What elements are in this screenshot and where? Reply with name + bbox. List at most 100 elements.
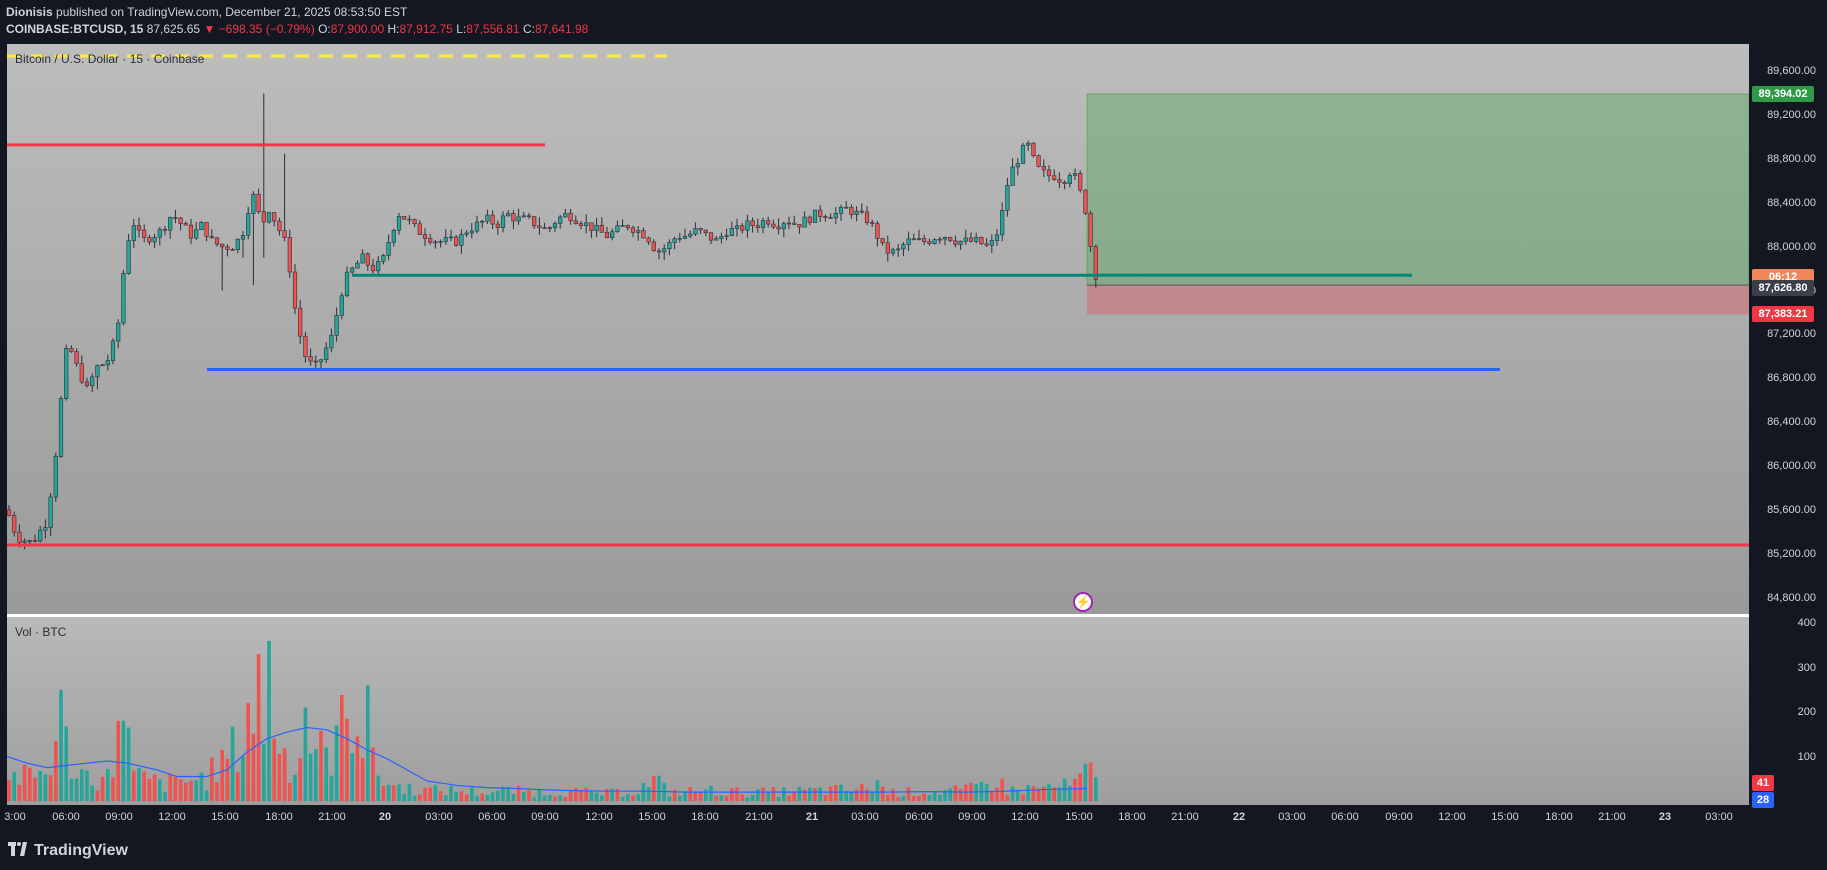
candle-body	[870, 222, 875, 224]
candle-body	[532, 216, 537, 227]
candle-body	[183, 223, 188, 226]
volume-bar	[740, 794, 744, 801]
candle-body	[807, 216, 812, 223]
pane-divider[interactable]	[7, 614, 1749, 617]
candle-body	[911, 238, 916, 241]
candle-body	[838, 206, 844, 214]
candle-body	[610, 231, 615, 239]
price-tick-label: 88,000.00	[1767, 240, 1816, 253]
candle-body	[131, 225, 136, 241]
price-axis[interactable]: 89,600.00 89,200.00 88,800.00 88,400.00 88,0…	[1749, 44, 1827, 614]
volume-bar	[626, 794, 630, 801]
volume-bar	[163, 791, 167, 801]
volume-bar	[953, 785, 958, 801]
volume-bar	[558, 795, 562, 801]
volume-bar	[433, 784, 438, 801]
candle-body	[958, 240, 963, 245]
volume-bar	[1010, 786, 1015, 801]
volume-bar	[1005, 795, 1010, 801]
volume-bar	[444, 795, 448, 801]
price-pane[interactable]: Bitcoin / U.S. Dollar · 15 · Coinbase	[7, 44, 1749, 614]
price-pane-title: Bitcoin / U.S. Dollar · 15 · Coinbase	[15, 52, 205, 66]
time-tick-label: 18:00	[265, 811, 293, 823]
volume-bar	[407, 783, 412, 801]
candle-body	[329, 334, 334, 349]
candle-body	[994, 234, 1000, 241]
lightning-event-icon[interactable]: ⚡	[1073, 592, 1093, 612]
volume-pane-title: Vol · BTC	[15, 625, 67, 639]
volume-bar	[210, 757, 214, 801]
volume-bar	[1078, 773, 1082, 801]
candle-body	[454, 236, 459, 246]
volume-bar	[241, 756, 245, 801]
tradingview-logo[interactable]: TradingView	[8, 842, 128, 860]
volume-bar	[615, 788, 620, 801]
volume-bar	[178, 779, 183, 801]
volume-bar	[12, 771, 16, 801]
candle-body	[1083, 189, 1088, 214]
volume-bar	[69, 778, 74, 801]
volume-axis[interactable]: 400 300 200 100 41 28	[1749, 617, 1827, 808]
candle-body	[407, 218, 412, 221]
volume-bar	[620, 796, 625, 801]
last-price: 87,625.65	[146, 22, 201, 36]
candle-body	[480, 220, 485, 223]
volume-bar	[236, 772, 240, 801]
price-chart-svg[interactable]	[7, 44, 1749, 614]
volume-bar	[548, 794, 552, 801]
volume-tag: 28	[1752, 791, 1774, 808]
volume-pane[interactable]: Vol · BTC	[7, 617, 1749, 805]
volume-bar	[106, 769, 110, 801]
candle-body	[516, 216, 521, 222]
candle-body	[225, 246, 230, 250]
volume-chart-svg[interactable]	[7, 617, 1749, 805]
volume-bar	[802, 789, 807, 801]
candle-body	[152, 236, 157, 243]
candle-body	[1020, 144, 1026, 164]
candle-body	[537, 225, 542, 228]
candle-body	[766, 220, 771, 225]
time-axis[interactable]: 3:00 06:00 09:00 12:00 15:00 18:00 21:00 20 03:0…	[0, 805, 1749, 833]
volume-bar	[173, 775, 178, 801]
footer: TradingView	[0, 833, 1827, 870]
open-label: O:	[318, 22, 331, 36]
candle-body	[308, 356, 313, 362]
volume-bar	[1000, 778, 1004, 801]
candle-body	[880, 238, 885, 244]
volume-bar	[995, 787, 999, 801]
volume-bar	[652, 775, 656, 801]
volume-bar	[90, 785, 94, 801]
candle-body	[526, 215, 532, 218]
candle-body	[433, 241, 438, 244]
candle-body	[428, 238, 433, 243]
candle-body	[708, 232, 714, 241]
candle-body	[1026, 142, 1031, 146]
author-name[interactable]: Dionisis	[6, 5, 53, 19]
time-tick-label: 12:00	[585, 811, 613, 823]
time-tick-label: 03:00	[851, 811, 879, 823]
candle-body	[1072, 173, 1078, 176]
volume-bar	[116, 720, 120, 801]
candle-body	[875, 223, 880, 239]
candle-body	[90, 376, 95, 386]
candle-body	[953, 240, 958, 245]
volume-bar	[48, 775, 53, 801]
volume-bar	[771, 786, 776, 801]
volume-bar	[132, 770, 136, 801]
volume-bar	[844, 791, 848, 801]
candle-body	[17, 531, 22, 543]
volume-bar	[298, 758, 302, 801]
candle-body	[1031, 142, 1036, 156]
volume-bar	[912, 796, 916, 801]
candle-body	[32, 540, 38, 542]
volume-bar	[402, 794, 406, 801]
volume-bar	[59, 689, 63, 801]
symbol-label[interactable]: COINBASE:BTCUSD, 15	[6, 22, 144, 36]
volume-bar	[745, 797, 750, 801]
volume-bar	[43, 774, 48, 801]
volume-bar	[828, 786, 833, 801]
candle-body	[578, 223, 584, 226]
candle-body	[438, 241, 443, 243]
candle-body	[204, 221, 209, 237]
candle-body	[162, 228, 168, 231]
